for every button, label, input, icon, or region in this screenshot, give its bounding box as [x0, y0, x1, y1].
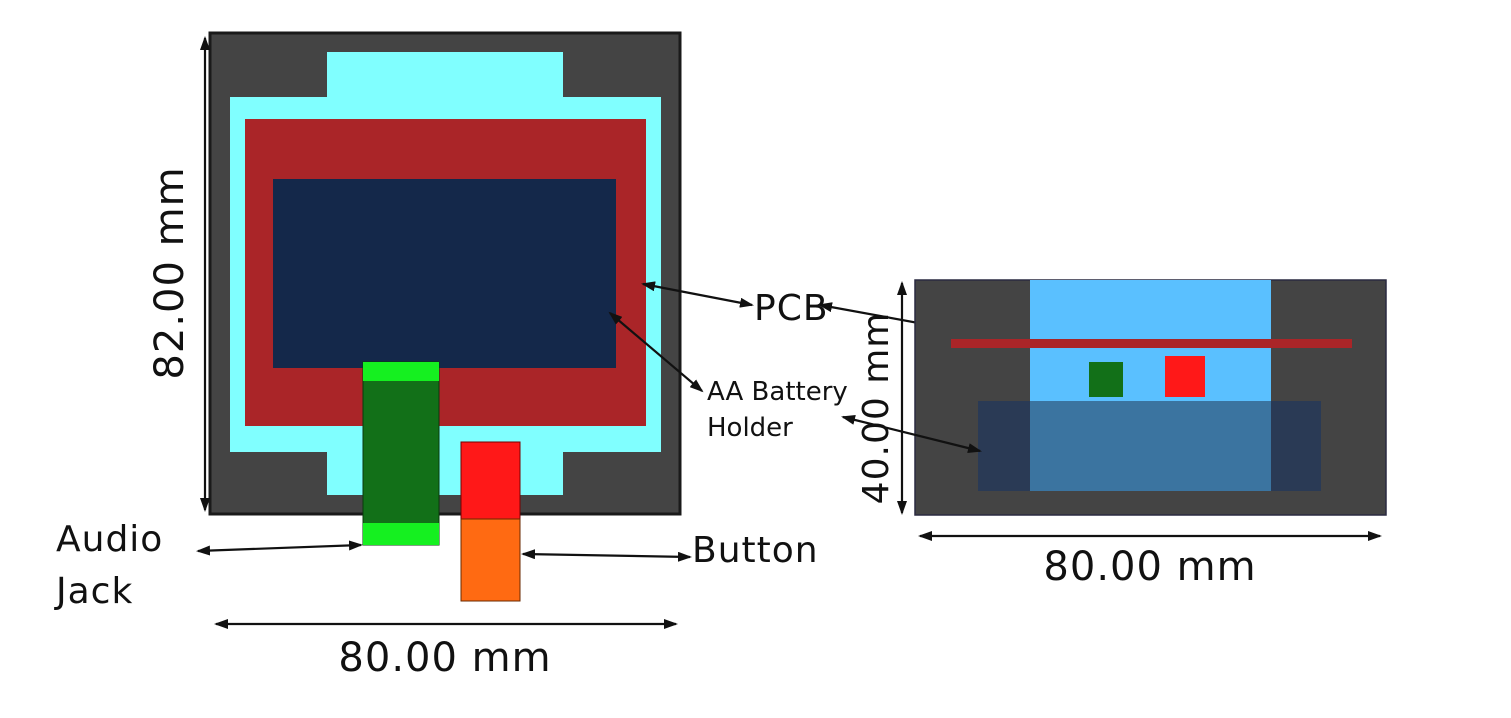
- battery-holder-leader-side: [841, 415, 982, 453]
- side-pcb-line: [951, 339, 1352, 348]
- button-base: [460, 518, 521, 602]
- front-height-dimension-label: 82.00 mm: [147, 166, 193, 379]
- side-width-dimension-label: 80.00 mm: [1043, 544, 1256, 590]
- front-pcb-top-tab: [327, 52, 563, 98]
- front-pcb-bottom-tab: [327, 450, 563, 495]
- front-battery: [273, 179, 616, 368]
- side-view: [914, 279, 1387, 516]
- battery-holder-label-line1: AA Battery: [707, 377, 848, 407]
- front-view: [208, 31, 682, 602]
- front-width-dimension-label: 80.00 mm: [338, 635, 551, 681]
- side-battery-overlap: [1030, 401, 1271, 491]
- audio-jack-bottom-band: [363, 523, 439, 545]
- button-leader: [521, 549, 692, 562]
- battery-holder-label-line2: Holder: [707, 413, 793, 443]
- audio-jack-leader: [196, 540, 363, 556]
- audio-jack-top-band: [363, 362, 439, 381]
- battery-holder-leader-front: [608, 311, 704, 393]
- side-height-dimension-label: 40.00 mm: [856, 312, 897, 505]
- audio-jack-body: [362, 361, 440, 546]
- button-label: Button: [692, 530, 819, 571]
- audio-jack-label-line2: Jack: [54, 571, 133, 612]
- button-cap: [460, 441, 521, 520]
- side-audio-jack: [1089, 362, 1123, 397]
- audio-jack-label-line1: Audio: [56, 519, 163, 560]
- pcb-label: PCB: [754, 288, 829, 329]
- side-button: [1165, 356, 1205, 397]
- pcb-leader-front: [641, 281, 754, 308]
